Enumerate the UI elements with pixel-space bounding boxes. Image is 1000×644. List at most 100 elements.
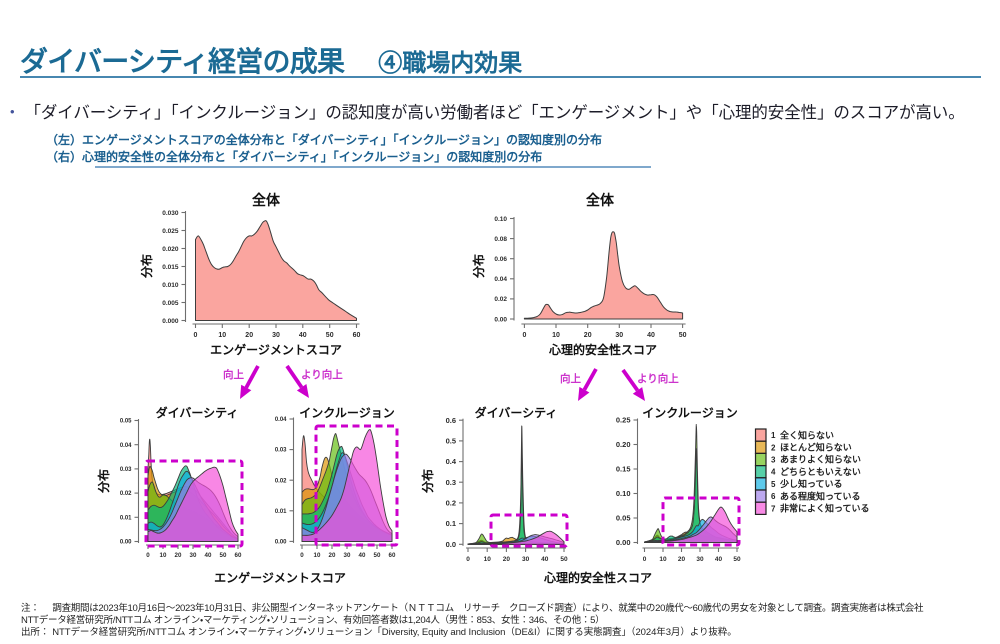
svg-text:0.03: 0.03: [120, 467, 132, 473]
svg-text:40: 40: [205, 552, 212, 559]
svg-text:50: 50: [679, 332, 687, 339]
svg-text:エンゲージメントスコア: エンゲージメントスコア: [210, 342, 342, 357]
svg-text:0.015: 0.015: [162, 264, 179, 271]
svg-text:ダイバーシティ: ダイバーシティ: [156, 405, 239, 420]
svg-text:0.1: 0.1: [446, 519, 456, 528]
svg-text:10: 10: [160, 552, 167, 559]
svg-text:0.08: 0.08: [494, 236, 507, 243]
svg-text:20: 20: [678, 556, 686, 563]
svg-text:0.04: 0.04: [120, 443, 132, 449]
svg-text:30: 30: [522, 556, 530, 563]
svg-text:どちらともいえない: どちらともいえない: [780, 466, 861, 477]
svg-text:0.15: 0.15: [616, 465, 631, 474]
svg-text:0.030: 0.030: [162, 210, 179, 217]
svg-text:20: 20: [175, 552, 182, 559]
svg-text:10: 10: [314, 552, 321, 559]
svg-text:30: 30: [615, 332, 623, 339]
svg-text:0: 0: [300, 552, 304, 559]
svg-text:分布: 分布: [471, 254, 486, 279]
svg-text:エンゲージメントスコア: エンゲージメントスコア: [214, 570, 346, 585]
svg-text:0: 0: [146, 552, 150, 559]
svg-text:0.02: 0.02: [275, 478, 287, 484]
svg-text:50: 50: [220, 552, 227, 559]
svg-text:10: 10: [659, 556, 667, 563]
svg-text:30: 30: [696, 556, 704, 563]
svg-text:0.00: 0.00: [616, 538, 631, 547]
svg-text:あまりよく知らない: あまりよく知らない: [780, 454, 861, 465]
svg-text:0.01: 0.01: [275, 509, 287, 515]
svg-text:40: 40: [715, 556, 723, 563]
svg-text:向上: 向上: [223, 368, 244, 381]
svg-text:0.00: 0.00: [120, 540, 132, 546]
svg-text:全体: 全体: [586, 192, 615, 208]
svg-text:0.20: 0.20: [616, 440, 631, 449]
svg-text:0.6: 0.6: [446, 416, 456, 425]
svg-text:より向上: より向上: [637, 372, 679, 385]
svg-text:0.25: 0.25: [616, 416, 631, 425]
svg-text:30: 30: [190, 552, 197, 559]
svg-text:少し知っている: 少し知っている: [780, 478, 843, 489]
svg-text:50: 50: [733, 556, 741, 563]
svg-text:50: 50: [560, 556, 568, 563]
svg-text:30: 30: [272, 332, 280, 339]
svg-text:3: 3: [771, 456, 776, 465]
svg-text:0.00: 0.00: [275, 540, 287, 546]
svg-text:向上: 向上: [560, 372, 581, 385]
svg-text:6: 6: [771, 492, 776, 501]
svg-text:50: 50: [374, 552, 381, 559]
svg-text:20: 20: [503, 556, 511, 563]
svg-text:心理的安全性スコア: 心理的安全性スコア: [548, 342, 657, 357]
svg-text:0.04: 0.04: [494, 276, 507, 283]
svg-text:0.3: 0.3: [446, 478, 456, 487]
svg-text:分布: 分布: [139, 254, 154, 279]
svg-text:10: 10: [218, 332, 226, 339]
svg-text:0.04: 0.04: [275, 417, 287, 423]
svg-text:分布: 分布: [96, 469, 111, 494]
svg-text:20: 20: [329, 552, 336, 559]
svg-text:0.05: 0.05: [120, 419, 132, 425]
svg-text:0.10: 0.10: [494, 216, 507, 223]
svg-text:0.5: 0.5: [446, 437, 456, 446]
svg-text:1: 1: [771, 431, 776, 440]
svg-text:10: 10: [552, 332, 560, 339]
svg-text:0: 0: [466, 556, 470, 563]
svg-text:50: 50: [326, 332, 334, 339]
svg-text:0.02: 0.02: [494, 296, 507, 303]
svg-text:60: 60: [389, 552, 396, 559]
svg-text:40: 40: [647, 332, 655, 339]
svg-text:0.005: 0.005: [162, 300, 179, 307]
svg-text:0: 0: [522, 332, 526, 339]
svg-text:0.01: 0.01: [120, 515, 132, 521]
svg-text:0.020: 0.020: [162, 246, 179, 253]
svg-text:0: 0: [194, 332, 198, 339]
svg-text:4: 4: [771, 468, 776, 477]
svg-text:40: 40: [299, 332, 307, 339]
svg-text:10: 10: [484, 556, 492, 563]
svg-text:0.10: 0.10: [616, 489, 631, 498]
svg-text:ある程度知っている: ある程度知っている: [780, 490, 861, 501]
svg-text:ダイバーシティ: ダイバーシティ: [475, 405, 558, 420]
svg-text:0.025: 0.025: [162, 228, 179, 235]
svg-text:2: 2: [771, 443, 776, 452]
svg-text:40: 40: [359, 552, 366, 559]
svg-text:ほとんど知らない: ほとんど知らない: [780, 442, 852, 453]
svg-text:分布: 分布: [420, 469, 435, 494]
svg-text:0.000: 0.000: [162, 318, 179, 325]
svg-text:0.4: 0.4: [446, 457, 457, 466]
svg-text:心理的安全性スコア: 心理的安全性スコア: [543, 570, 652, 585]
svg-text:全く知らない: 全く知らない: [780, 429, 834, 440]
svg-text:0.05: 0.05: [616, 514, 631, 523]
svg-text:0: 0: [643, 556, 647, 563]
svg-text:0.010: 0.010: [162, 282, 179, 289]
svg-text:インクルージョン: インクルージョン: [642, 406, 737, 420]
svg-text:0.00: 0.00: [494, 316, 507, 323]
svg-text:20: 20: [584, 332, 592, 339]
svg-text:20: 20: [245, 332, 253, 339]
svg-text:0.0: 0.0: [446, 540, 456, 549]
svg-text:0.03: 0.03: [275, 448, 287, 454]
svg-text:0.02: 0.02: [120, 491, 132, 497]
svg-text:0.06: 0.06: [494, 256, 507, 263]
svg-text:40: 40: [541, 556, 549, 563]
svg-text:非常によく知っている: 非常によく知っている: [780, 503, 870, 514]
svg-text:7: 7: [771, 504, 776, 513]
